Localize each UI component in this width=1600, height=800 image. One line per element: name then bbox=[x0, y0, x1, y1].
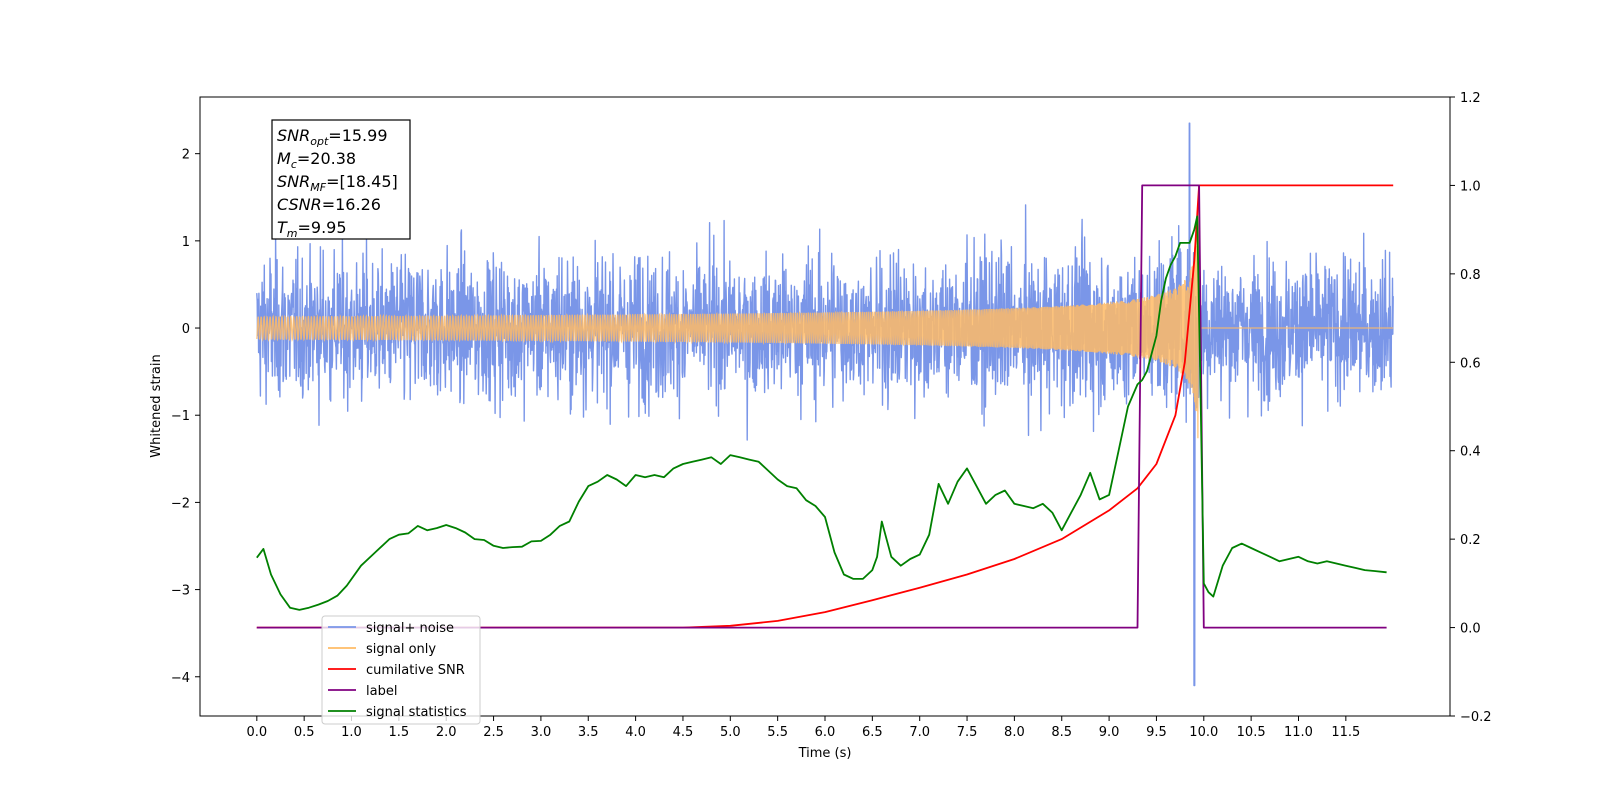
annotation-line: SNRopt=15.99 bbox=[277, 126, 388, 148]
y-axis-left: −4 −3 −2 −1 0 1 2 bbox=[171, 148, 200, 686]
x-tick-label: 8.5 bbox=[1051, 725, 1072, 740]
x-tick-label: 5.5 bbox=[767, 725, 788, 740]
y2-tick-label: 0.6 bbox=[1460, 356, 1481, 371]
line-series-group bbox=[256, 184, 1394, 629]
x-tick-label: 6.0 bbox=[815, 725, 836, 740]
x-tick-label: 7.5 bbox=[957, 725, 978, 740]
series-signal-only bbox=[256, 202, 1394, 439]
x-tick-label: 0.5 bbox=[294, 725, 315, 740]
y-tick-label: 2 bbox=[182, 148, 190, 163]
annotation-frame bbox=[271, 119, 411, 240]
x-tick-label: 11.5 bbox=[1331, 725, 1360, 740]
y-tick-label: −1 bbox=[171, 409, 190, 424]
x-tick-label: 6.5 bbox=[862, 725, 883, 740]
y-tick-label: −3 bbox=[171, 584, 190, 599]
x-tick-label: 1.5 bbox=[389, 725, 410, 740]
x-tick-label: 0.0 bbox=[246, 725, 267, 740]
x-tick-label: 9.5 bbox=[1146, 725, 1167, 740]
y2-tick-label: 1.0 bbox=[1460, 179, 1481, 194]
x-tick-label: 11.0 bbox=[1284, 725, 1313, 740]
legend-label: signal statistics bbox=[366, 705, 467, 720]
y-tick-label: 1 bbox=[182, 235, 190, 250]
x-tick-label: 10.0 bbox=[1189, 725, 1218, 740]
x-axis-label: Time (s) bbox=[798, 746, 852, 761]
x-tick-label: 3.0 bbox=[531, 725, 552, 740]
x-tick-label: 8.0 bbox=[1004, 725, 1025, 740]
x-tick-label: 10.5 bbox=[1237, 725, 1266, 740]
series-signal-statistics bbox=[256, 215, 1387, 611]
y-axis-right: −0.2 0.0 0.2 0.4 0.6 0.8 1.0 1.2 bbox=[1450, 91, 1492, 725]
x-tick-label: 3.5 bbox=[578, 725, 599, 740]
y-tick-label: −2 bbox=[171, 496, 190, 511]
annotation-line: SNRMF=[18.45] bbox=[277, 172, 398, 194]
legend-label: label bbox=[366, 684, 397, 699]
y-tick-label: 0 bbox=[182, 322, 190, 337]
annotation-line: CSNR=16.26 bbox=[277, 195, 381, 214]
x-tick-label: 2.0 bbox=[436, 725, 457, 740]
series-cumilative-snr bbox=[256, 184, 1394, 629]
annotation-line: Tm=9.95 bbox=[277, 218, 347, 240]
y2-tick-label: 0.8 bbox=[1460, 268, 1481, 283]
legend-entries: signal+ noise signal only cumilative SNR la… bbox=[328, 621, 467, 720]
x-tick-label: 5.0 bbox=[720, 725, 741, 740]
legend: signal+ noise signal only cumilative SNR la… bbox=[321, 615, 481, 725]
x-tick-label: 7.0 bbox=[909, 725, 930, 740]
chirp-series-group bbox=[256, 202, 1394, 439]
y2-tick-label: 0.2 bbox=[1460, 533, 1481, 548]
annotation-line: Mc=20.38 bbox=[277, 149, 356, 171]
y2-tick-label: 0.0 bbox=[1460, 622, 1481, 637]
series-label bbox=[256, 184, 1387, 629]
legend-label: signal only bbox=[366, 642, 436, 657]
x-tick-label: 9.0 bbox=[1099, 725, 1120, 740]
y2-tick-label: 0.4 bbox=[1460, 445, 1481, 460]
legend-frame bbox=[321, 615, 481, 725]
legend-label: signal+ noise bbox=[366, 621, 454, 636]
annotation-box: SNRopt=15.99Mc=20.38SNRMF=[18.45]CSNR=16… bbox=[271, 119, 411, 240]
y2-tick-label: −0.2 bbox=[1460, 710, 1492, 725]
y-axis-label: Whitened strain bbox=[149, 354, 164, 457]
x-axis: 0.0 0.5 1.0 1.5 2.0 2.5 3.0 3.5 4.0 4.5 5.0 5.5 6.0 6… bbox=[246, 716, 1360, 740]
y-tick-label: −4 bbox=[171, 671, 190, 686]
x-tick-label: 1.0 bbox=[341, 725, 362, 740]
x-tick-label: 2.5 bbox=[483, 725, 504, 740]
legend-label: cumilative SNR bbox=[366, 663, 465, 678]
annotation-lines: SNRopt=15.99Mc=20.38SNRMF=[18.45]CSNR=16… bbox=[277, 126, 398, 240]
x-tick-label: 4.5 bbox=[673, 725, 694, 740]
x-tick-label: 4.0 bbox=[625, 725, 646, 740]
y2-tick-label: 1.2 bbox=[1460, 91, 1481, 106]
